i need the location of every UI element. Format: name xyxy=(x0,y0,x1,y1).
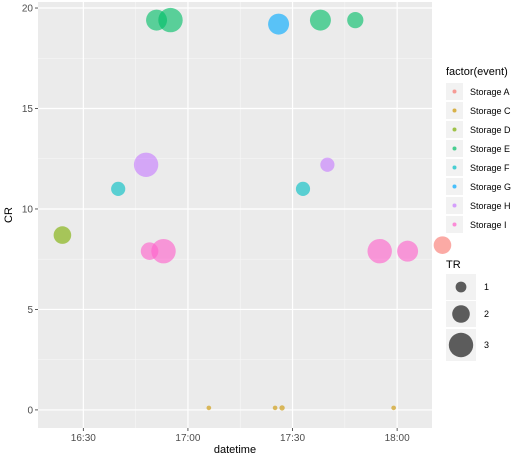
minor-gridlines xyxy=(38,2,432,428)
color-legend-label: Storage A xyxy=(470,87,510,97)
data-points xyxy=(53,7,452,411)
data-point xyxy=(279,405,285,411)
data-point xyxy=(391,405,396,411)
size-legend-dot xyxy=(448,332,474,358)
y-tick-label: 20 xyxy=(22,4,34,15)
size-legend: TR 1 2 3 xyxy=(446,259,489,361)
color-legend-label: Storage H xyxy=(470,201,511,211)
y-axis-title: CR xyxy=(3,207,15,223)
color-legend-dot xyxy=(452,108,457,113)
color-legend-dot xyxy=(452,127,457,132)
x-tick-label: 16:30 xyxy=(71,433,96,444)
size-legend-label: 2 xyxy=(484,309,489,319)
data-point xyxy=(151,238,176,264)
data-point xyxy=(347,11,364,29)
y-axis: 0 5 10 15 20 xyxy=(22,4,38,416)
color-legend-label: Storage I xyxy=(470,220,507,230)
x-tick-label: 17:30 xyxy=(280,433,305,444)
data-point xyxy=(268,13,290,35)
data-point xyxy=(206,405,212,411)
y-tick-label: 10 xyxy=(22,204,34,215)
size-legend-label: 1 xyxy=(484,282,489,292)
x-axis-title: datetime xyxy=(214,444,256,455)
data-point xyxy=(367,238,392,264)
y-tick-label: 0 xyxy=(27,405,33,416)
plot-panel xyxy=(38,2,432,428)
data-point xyxy=(272,405,278,411)
data-point xyxy=(295,181,311,196)
color-legend-dot xyxy=(452,165,457,170)
data-point xyxy=(158,7,183,33)
color-legend-dot xyxy=(452,89,457,94)
color-legend-label: Storage F xyxy=(470,163,510,173)
data-point xyxy=(309,9,331,31)
x-tick-label: 18:00 xyxy=(385,433,410,444)
color-legend-dot xyxy=(452,184,457,189)
data-point xyxy=(111,181,126,196)
size-legend-title: TR xyxy=(446,259,461,271)
color-legend-dot xyxy=(452,203,457,208)
data-point xyxy=(397,240,419,262)
color-legend-dot xyxy=(452,146,457,151)
color-legend: factor(event) Storage A Storage C Storage … xyxy=(446,66,511,233)
color-legend-title: factor(event) xyxy=(446,66,508,78)
color-legend-label: Storage E xyxy=(470,144,510,154)
major-gridlines xyxy=(38,2,432,428)
size-legend-label: 3 xyxy=(484,340,489,350)
data-point xyxy=(320,157,335,172)
x-axis: 16:30 17:00 17:30 18:00 xyxy=(71,428,410,444)
color-legend-label: Storage C xyxy=(470,106,511,116)
color-legend-label: Storage G xyxy=(470,182,511,192)
color-legend-label: Storage D xyxy=(470,125,511,135)
y-tick-label: 15 xyxy=(22,104,34,115)
data-point xyxy=(433,236,452,254)
data-point xyxy=(133,152,159,177)
x-tick-label: 17:00 xyxy=(175,433,200,444)
size-legend-dot xyxy=(452,305,470,323)
y-tick-label: 5 xyxy=(27,305,33,316)
color-legend-dot xyxy=(452,222,457,227)
data-point xyxy=(53,226,72,244)
size-legend-dot xyxy=(455,281,467,293)
